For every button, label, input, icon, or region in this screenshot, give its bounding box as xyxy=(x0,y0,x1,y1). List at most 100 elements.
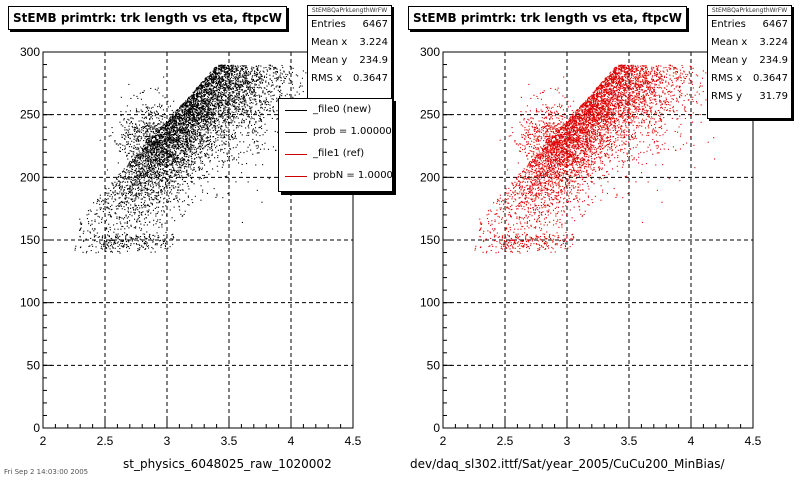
scatter-point xyxy=(185,119,187,121)
scatter-point xyxy=(131,194,133,196)
scatter-point xyxy=(145,147,147,149)
scatter-point xyxy=(143,179,145,181)
scatter-point xyxy=(166,145,168,147)
scatter-point xyxy=(268,83,270,85)
scatter-point xyxy=(212,92,214,94)
scatter-point xyxy=(222,117,224,119)
scatter-point xyxy=(266,85,268,87)
scatter-point xyxy=(158,226,160,228)
scatter-point xyxy=(215,147,217,149)
scatter-point xyxy=(200,138,202,140)
scatter-point xyxy=(206,98,208,100)
scatter-point xyxy=(235,82,237,84)
scatter-point xyxy=(214,122,216,124)
scatter-point xyxy=(167,160,169,162)
scatter-point xyxy=(236,68,238,70)
scatter-point xyxy=(193,100,195,102)
scatter-point xyxy=(256,74,258,76)
scatter-point xyxy=(183,113,185,115)
scatter-point xyxy=(127,210,129,212)
scatter-point xyxy=(220,150,222,152)
scatter-point xyxy=(233,86,235,88)
scatter-point xyxy=(187,173,189,175)
scatter-point xyxy=(300,82,302,84)
scatter-point xyxy=(186,170,188,172)
scatter-point xyxy=(123,202,125,204)
scatter-point xyxy=(140,173,142,175)
scatter-point xyxy=(213,188,215,190)
scatter-point xyxy=(170,137,172,139)
scatter-point xyxy=(191,96,193,98)
scatter-point xyxy=(128,162,130,164)
scatter-point xyxy=(229,160,231,162)
scatter-point xyxy=(228,98,230,100)
scatter-point xyxy=(226,130,228,132)
scatter-point xyxy=(167,201,169,203)
scatter-point xyxy=(168,161,170,163)
scatter-point xyxy=(186,109,188,111)
scatter-point xyxy=(137,162,139,164)
scatter-point xyxy=(150,180,152,182)
scatter-point xyxy=(254,86,256,88)
scatter-point xyxy=(240,87,242,89)
scatter-point xyxy=(201,107,203,109)
scatter-point xyxy=(186,183,188,185)
scatter-point xyxy=(107,202,109,204)
scatter-point xyxy=(248,87,250,89)
scatter-point xyxy=(176,121,178,123)
scatter-point xyxy=(204,111,206,113)
scatter-point xyxy=(113,224,115,226)
scatter-point xyxy=(166,151,168,153)
scatter-point xyxy=(186,111,188,113)
scatter-point xyxy=(135,195,137,197)
scatter-point xyxy=(179,125,181,127)
scatter-point xyxy=(219,69,221,71)
scatter-point xyxy=(116,192,118,194)
scatter-point xyxy=(207,99,209,101)
scatter-point xyxy=(133,182,135,184)
scatter-point xyxy=(176,195,178,197)
scatter-point xyxy=(210,113,212,115)
scatter-point xyxy=(200,100,202,102)
scatter-point xyxy=(214,93,216,95)
scatter-point xyxy=(218,68,220,70)
scatter-point xyxy=(142,161,144,163)
scatter-point xyxy=(231,88,233,90)
scatter-point xyxy=(161,132,163,134)
scatter-point xyxy=(191,131,193,133)
scatter-point xyxy=(151,171,153,173)
scatter-point xyxy=(255,130,257,132)
scatter-point xyxy=(268,64,270,66)
scatter-point xyxy=(188,98,190,100)
scatter-point xyxy=(158,176,160,178)
scatter-point xyxy=(183,144,185,146)
scatter-point xyxy=(252,98,254,100)
scatter-point xyxy=(255,74,257,76)
scatter-point xyxy=(181,128,183,130)
scatter-point xyxy=(270,64,272,66)
scatter-point xyxy=(243,68,245,70)
scatter-point xyxy=(116,223,118,225)
scatter-point xyxy=(122,202,124,204)
scatter-point xyxy=(115,233,117,235)
scatter-point xyxy=(147,142,149,144)
scatter-point xyxy=(224,81,226,83)
scatter-point xyxy=(205,88,207,90)
scatter-point xyxy=(146,174,148,176)
scatter-point xyxy=(107,231,109,233)
scatter-point xyxy=(250,93,252,95)
scatter-point xyxy=(221,160,223,162)
scatter-point xyxy=(189,110,191,112)
scatter-point xyxy=(237,113,239,115)
scatter-point xyxy=(189,118,191,120)
scatter-point xyxy=(232,82,234,84)
scatter-point xyxy=(218,77,220,79)
scatter-point xyxy=(160,162,162,164)
scatter-point xyxy=(235,77,237,79)
scatter-point xyxy=(191,129,193,131)
scatter-point xyxy=(176,127,178,129)
scatter-point xyxy=(177,116,179,118)
scatter-point xyxy=(113,201,115,203)
scatter-point xyxy=(217,83,219,85)
scatter-point xyxy=(212,73,214,75)
